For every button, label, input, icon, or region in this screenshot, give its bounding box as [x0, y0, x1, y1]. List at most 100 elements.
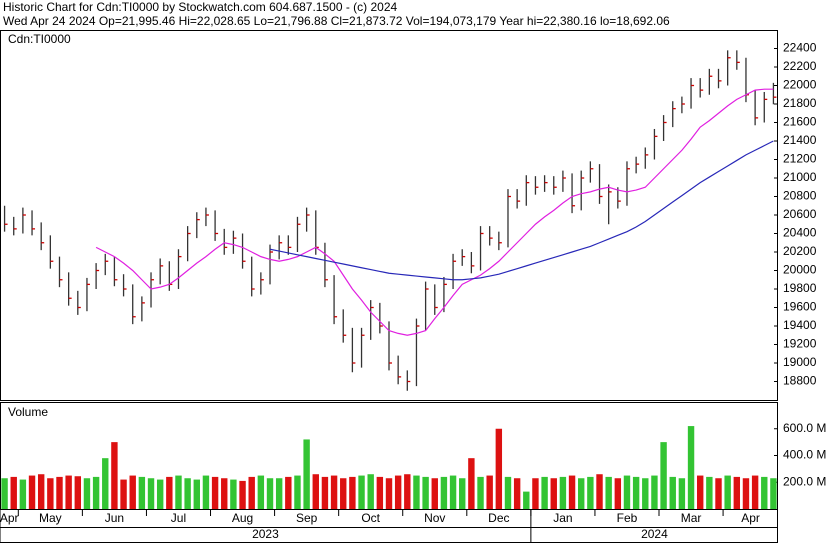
volume-bar — [550, 478, 557, 509]
y-tick-label: 20800 — [783, 189, 817, 203]
volume-bar — [605, 476, 612, 509]
volume-bar — [513, 478, 521, 509]
volume-bar — [541, 476, 548, 509]
volume-bar — [614, 478, 622, 509]
y-tick-label: 21400 — [783, 133, 817, 147]
x-tick-label: Sep — [296, 511, 318, 525]
x-tick-label: Apr — [741, 511, 760, 525]
volume-bar — [733, 476, 741, 509]
y-tick-label: 20000 — [783, 263, 817, 277]
volume-bar — [651, 475, 658, 509]
volume-bar — [257, 475, 265, 509]
x-tick-label: Dec — [488, 511, 509, 525]
volume-bar — [358, 475, 365, 509]
volume-bar — [175, 475, 182, 509]
volume-bar — [587, 476, 594, 509]
x-tick-label: Nov — [424, 511, 445, 525]
volume-bar — [632, 476, 640, 509]
volume-bar — [184, 478, 191, 509]
volume-bar — [440, 476, 448, 509]
volume-bar — [1, 478, 8, 509]
volume-bar — [221, 478, 228, 509]
year-label: 2023 — [252, 527, 279, 541]
volume-bar — [687, 426, 695, 509]
volume-bar — [74, 476, 82, 509]
volume-bar — [156, 479, 164, 509]
volume-bar — [449, 475, 457, 509]
volume-bar — [340, 478, 347, 509]
volume-bar — [367, 474, 374, 509]
y-tick-label: 19600 — [783, 300, 817, 314]
volume-bar — [294, 475, 301, 509]
y-tick-label: 20400 — [783, 226, 817, 240]
y-tick-label: 22200 — [783, 59, 817, 73]
x-tick-label: Feb — [617, 511, 638, 525]
volume-bar — [65, 475, 72, 509]
volume-bar — [742, 478, 750, 509]
y-tick-label: 20600 — [783, 207, 817, 221]
x-tick-label: May — [39, 511, 62, 525]
y-tick-label: 19200 — [783, 337, 817, 351]
volume-bar — [120, 479, 127, 509]
x-tick-label: Oct — [361, 511, 380, 525]
volume-bar — [568, 475, 576, 509]
volume-bar — [559, 476, 567, 509]
volume-bar — [642, 478, 649, 509]
volume-bar — [285, 476, 292, 509]
y-tick-label: 22400 — [783, 41, 817, 55]
x-tick-label: Jun — [105, 511, 124, 525]
volume-bar — [477, 476, 484, 509]
volume-bar — [578, 478, 585, 509]
y-tick-label: 18800 — [783, 374, 817, 388]
y-tick-label: 19800 — [783, 281, 817, 295]
volume-bar — [330, 475, 338, 509]
volume-bar — [532, 478, 539, 509]
volume-bar — [56, 476, 63, 509]
volume-bar — [202, 475, 210, 509]
volume-bar — [486, 475, 493, 509]
y-tick-label: 21200 — [783, 152, 817, 166]
volume-bar — [248, 476, 255, 509]
volume-bar — [751, 475, 759, 509]
volume-bar — [166, 476, 173, 509]
volume-bar — [83, 478, 91, 509]
volume-bar — [37, 474, 45, 509]
volume-bar — [10, 476, 17, 509]
y-tick-label: 19400 — [783, 318, 817, 332]
volume-bar — [715, 478, 722, 509]
y-tick-label: 200.0 M — [783, 474, 826, 488]
volume-bar — [266, 478, 274, 509]
volume-bar — [385, 478, 393, 509]
x-tick-label: Mar — [681, 511, 702, 525]
y-tick-label: 22000 — [783, 78, 817, 92]
volume-bar — [431, 478, 438, 509]
x-tick-label: Apr — [0, 511, 18, 525]
y-tick-label: 19000 — [783, 355, 817, 369]
volume-bar — [468, 458, 475, 509]
volume-bar — [770, 478, 777, 509]
volume-bar — [349, 476, 356, 509]
volume-bar — [623, 475, 631, 509]
moving-average — [95, 88, 774, 336]
volume-bar — [678, 478, 686, 509]
x-tick-label: Jul — [171, 511, 186, 525]
volume-bar — [706, 476, 713, 509]
x-tick-label: Aug — [232, 511, 253, 525]
volume-bar — [230, 479, 237, 509]
volume-bar — [111, 442, 118, 509]
volume-bar — [660, 442, 667, 509]
y-tick-label: 600.0 M — [783, 421, 826, 435]
moving-average — [269, 140, 774, 281]
volume-bar — [19, 479, 27, 509]
volume-bar — [147, 478, 155, 509]
volume-label: Volume — [8, 405, 48, 419]
volume-bar — [523, 491, 530, 509]
volume-bar — [504, 476, 512, 509]
volume-bar — [459, 478, 466, 509]
y-tick-label: 400.0 M — [783, 448, 826, 462]
x-tick-label: Jan — [553, 511, 572, 525]
volume-bar — [193, 479, 200, 509]
volume-bar — [321, 476, 329, 509]
